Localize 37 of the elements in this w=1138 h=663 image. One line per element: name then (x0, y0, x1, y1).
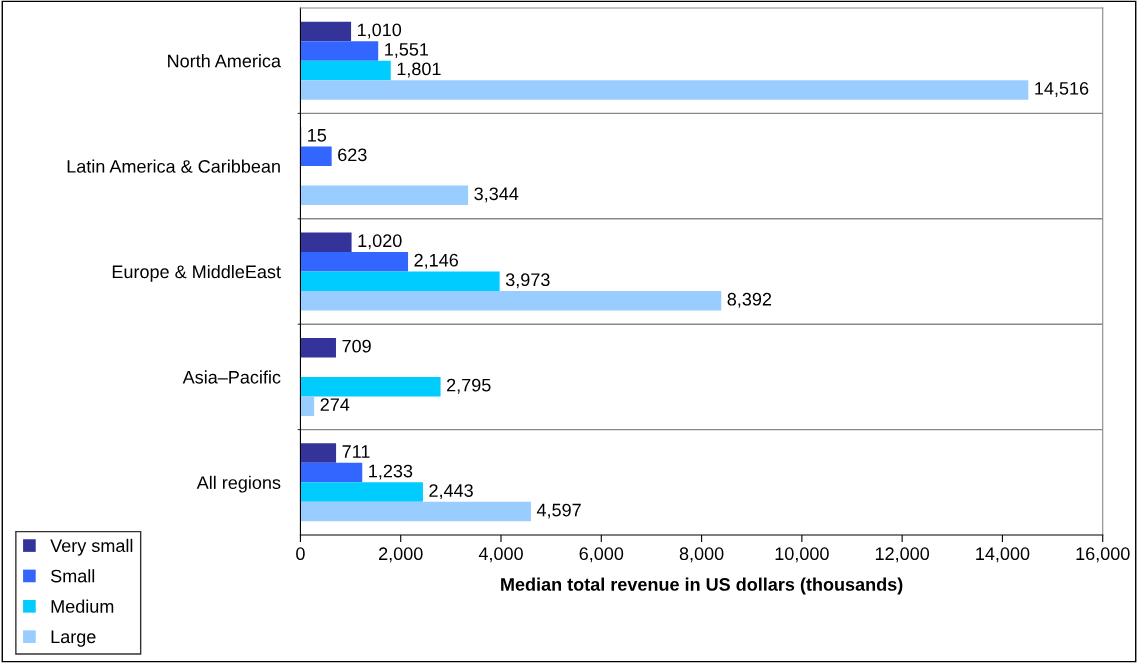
y-tick-label: All regions (196, 475, 281, 493)
legend-label: Large (51, 630, 96, 647)
y-tick-label: North America (168, 54, 281, 68)
y-tick-label: Europe & MiddleEast (112, 264, 281, 282)
data-label: 711 (342, 445, 370, 458)
data-label: 274 (320, 398, 350, 411)
data-label: 15 (308, 129, 327, 142)
x-tick-label: 8,000 (679, 547, 724, 563)
x-tick-label: 14,000 (976, 547, 1030, 563)
x-tick-label: 0 (296, 547, 305, 561)
legend-label: Small (50, 569, 95, 583)
data-label: 3,973 (505, 273, 550, 289)
x-tick-label: 4,000 (478, 547, 523, 563)
data-label: 14,516 (1035, 81, 1089, 97)
x-tick-label: 6,000 (579, 547, 624, 563)
data-label: 1,020 (358, 234, 402, 250)
data-label: 2,795 (447, 378, 491, 394)
data-label: 1,801 (397, 62, 441, 78)
data-label: 3,344 (474, 187, 519, 203)
data-label: 4,597 (536, 503, 581, 519)
data-label: 1,551 (385, 43, 429, 58)
data-label: 2,146 (414, 253, 458, 269)
data-label: 1,010 (358, 23, 402, 39)
data-label: 2,443 (429, 484, 473, 500)
legend-label: Medium (51, 599, 114, 613)
x-axis-title: Median total revenue in US dollars (thousands) (501, 577, 903, 595)
legend-label: Very small (50, 538, 133, 556)
x-tick-label: 16,000 (1076, 547, 1130, 563)
x-tick-label: 2,000 (379, 547, 423, 563)
data-label: 8,392 (727, 292, 772, 308)
x-tick-label: 10,000 (775, 547, 829, 563)
data-label: 709 (342, 339, 371, 353)
data-label: 623 (338, 148, 367, 162)
data-label: 1,233 (369, 464, 413, 480)
y-tick-label: Asia–Pacific (182, 370, 281, 384)
x-tick-label: 12,000 (875, 547, 930, 563)
y-tick-label: Latin America & Caribbean (67, 159, 280, 173)
